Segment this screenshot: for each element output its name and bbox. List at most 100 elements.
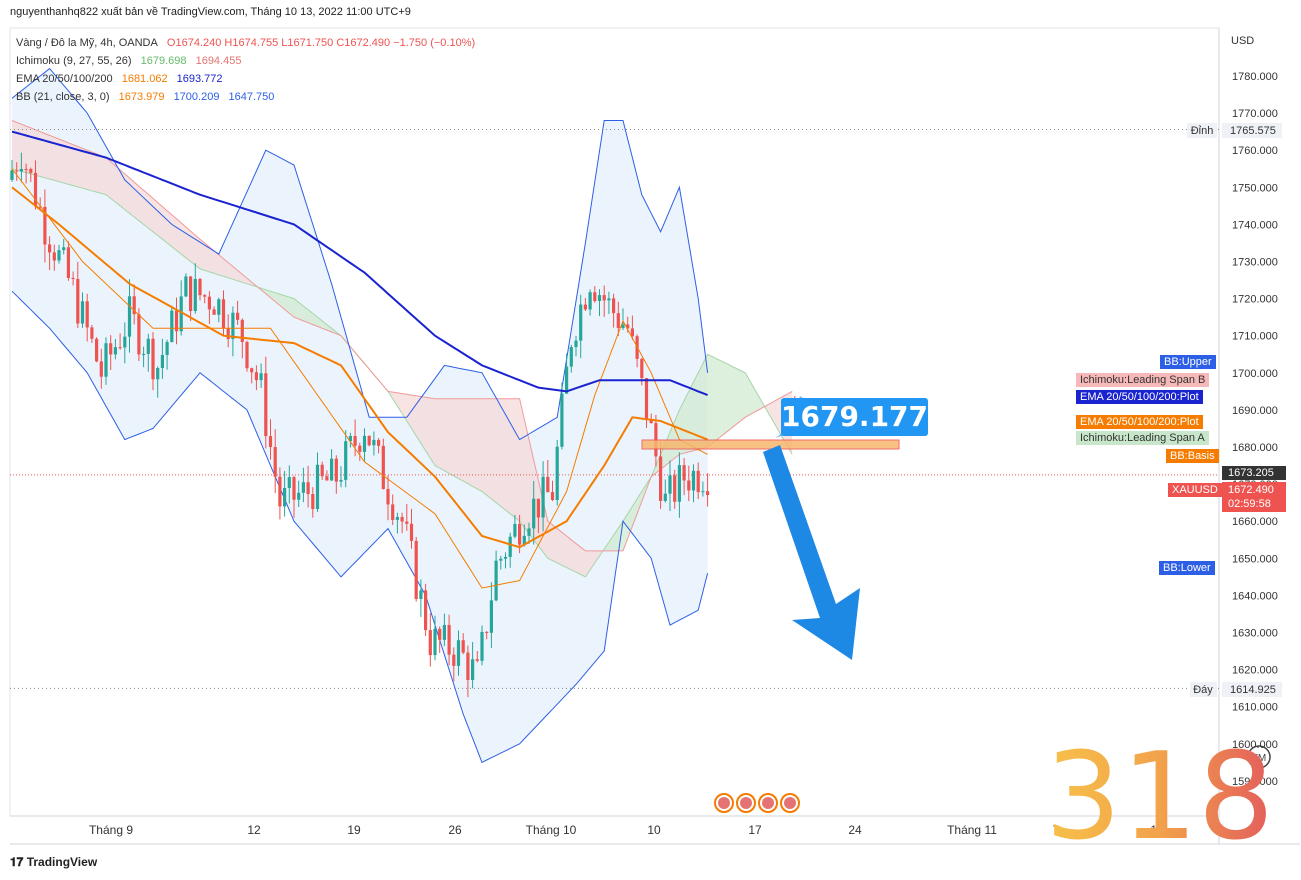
candle-body — [24, 168, 28, 170]
candle-body — [99, 361, 103, 377]
logo-glyph: 𝟏𝟕 — [10, 855, 27, 869]
candle-body — [480, 631, 484, 661]
ichimoku-cloud-segment — [491, 398, 497, 503]
y-tick-label: 1750.000 — [1232, 182, 1278, 194]
ichimoku-cloud-segment — [759, 397, 764, 410]
ichimoku-span-a-line — [11, 168, 793, 578]
ichimoku-cloud-segment — [303, 306, 309, 323]
x-tick-label: 10 — [647, 823, 661, 837]
resistance-zone — [641, 439, 900, 450]
candle-body — [447, 624, 451, 655]
publish-attribution: nguyenthanhq822 xuất bản về TradingView.… — [10, 6, 411, 18]
bb-row[interactable]: BB (21, close, 3, 0) 1673.979 1700.209 1… — [16, 88, 481, 106]
candle-body — [170, 310, 174, 343]
candle-body — [424, 590, 428, 631]
candle-body — [109, 343, 113, 355]
candle-body — [513, 523, 517, 537]
ichimoku-cloud-segment — [402, 393, 407, 422]
candle-body — [405, 521, 409, 524]
y-tick-label: 1760.000 — [1232, 145, 1278, 157]
ichimoku-cloud-segment — [458, 398, 464, 482]
ichimoku-cloud-segment — [707, 354, 713, 447]
ichimoku-cloud-segment — [209, 247, 215, 274]
ichimoku-cloud-segment — [134, 182, 139, 221]
ichimoku-cloud-segment — [547, 521, 553, 561]
ichimoku-cloud-segment — [754, 389, 760, 413]
ichimoku-cloud-segment — [115, 165, 121, 206]
candle-body — [283, 488, 287, 507]
candle-body — [485, 631, 489, 633]
x-tick-label: 19 — [347, 823, 361, 837]
candle-body — [33, 172, 38, 207]
ema-200-line — [11, 130, 708, 397]
ichimoku-cloud-segment — [580, 547, 586, 577]
ichimoku-cloud-segment — [106, 157, 111, 199]
candle-body — [626, 324, 630, 329]
y-tick-label: 1620.000 — [1232, 665, 1278, 677]
candle-body — [236, 312, 240, 320]
ichimoku-row[interactable]: Ichimoku (9, 27, 55, 26) 1679.698 1694.4… — [16, 52, 481, 70]
candle-body — [264, 373, 268, 437]
ichimoku-cloud-segment — [627, 506, 633, 539]
ichimoku-cloud-segment — [505, 398, 511, 514]
candle-body — [475, 659, 479, 661]
ichimoku-cloud-segment — [576, 543, 581, 575]
candle-body — [90, 327, 94, 339]
low-label-text: Đáy — [1193, 684, 1213, 696]
y-tick-label: 1650.000 — [1232, 553, 1278, 565]
low-value-box — [1222, 682, 1282, 697]
ichimoku-cloud-segment — [496, 398, 501, 507]
ichimoku-value-2: 1694.455 — [195, 55, 242, 67]
candle-body — [142, 353, 146, 355]
ichimoku-cloud-segment — [138, 186, 144, 225]
ichimoku-cloud-segment — [500, 398, 506, 511]
y-tick-label: 1680.000 — [1232, 442, 1278, 454]
ichimoku-cloud-segment — [68, 142, 74, 186]
candle-body — [691, 470, 696, 491]
tradingview-logo[interactable]: 𝟏𝟕 TradingView — [10, 855, 97, 870]
target-price-callout: 1679.177 — [781, 398, 928, 436]
ichimoku-cloud-segment — [712, 356, 717, 444]
ichimoku-cloud-segment — [289, 297, 294, 318]
ichimoku-cloud-segment — [308, 309, 313, 325]
candle-body — [696, 470, 700, 493]
candle-body — [471, 659, 475, 680]
ichimoku-cloud-segment — [247, 278, 252, 286]
candle-body — [156, 368, 160, 380]
currency-label: USD — [1231, 35, 1254, 47]
ichimoku-cloud-segment — [120, 169, 125, 210]
bb-value-2: 1700.209 — [173, 91, 220, 103]
candle-body — [297, 492, 301, 500]
candle-body — [536, 498, 540, 518]
big-number-text: 318 — [1045, 728, 1275, 867]
candle-body — [278, 476, 282, 507]
ema-row[interactable]: EMA 20/50/100/200 1681.062 1693.772 — [16, 70, 481, 88]
candle-body — [231, 312, 235, 340]
candle-body — [76, 279, 80, 324]
y-tick-label: 1610.000 — [1232, 702, 1278, 714]
symbol-row: Vàng / Đô la Mỹ, 4h, OANDA O1674.240 H16… — [16, 34, 481, 52]
ichimoku-cloud-segment — [16, 122, 22, 172]
ichimoku-cloud-segment — [435, 398, 440, 469]
ichimoku-cloud-segment — [322, 320, 327, 331]
candle-body — [330, 458, 334, 481]
candle-body — [574, 340, 578, 348]
ichimoku-cloud-segment — [129, 178, 135, 217]
ichimoku-cloud-segment — [143, 190, 149, 229]
candle-body — [259, 373, 263, 381]
candle-body — [306, 482, 310, 495]
high-label-box — [1187, 123, 1217, 138]
candle-body — [452, 654, 456, 666]
candle-body — [565, 366, 569, 394]
candle-body — [19, 168, 23, 172]
candle-body — [301, 482, 305, 493]
candle-body — [461, 640, 465, 653]
candle-body — [588, 292, 592, 310]
candle-body — [353, 436, 357, 446]
x-tick-label: 7 — [1053, 823, 1060, 837]
ichimoku-cloud-segment — [731, 365, 736, 429]
candle-body — [621, 324, 625, 329]
bb-lower-line — [11, 290, 709, 764]
candle-body — [362, 435, 367, 452]
